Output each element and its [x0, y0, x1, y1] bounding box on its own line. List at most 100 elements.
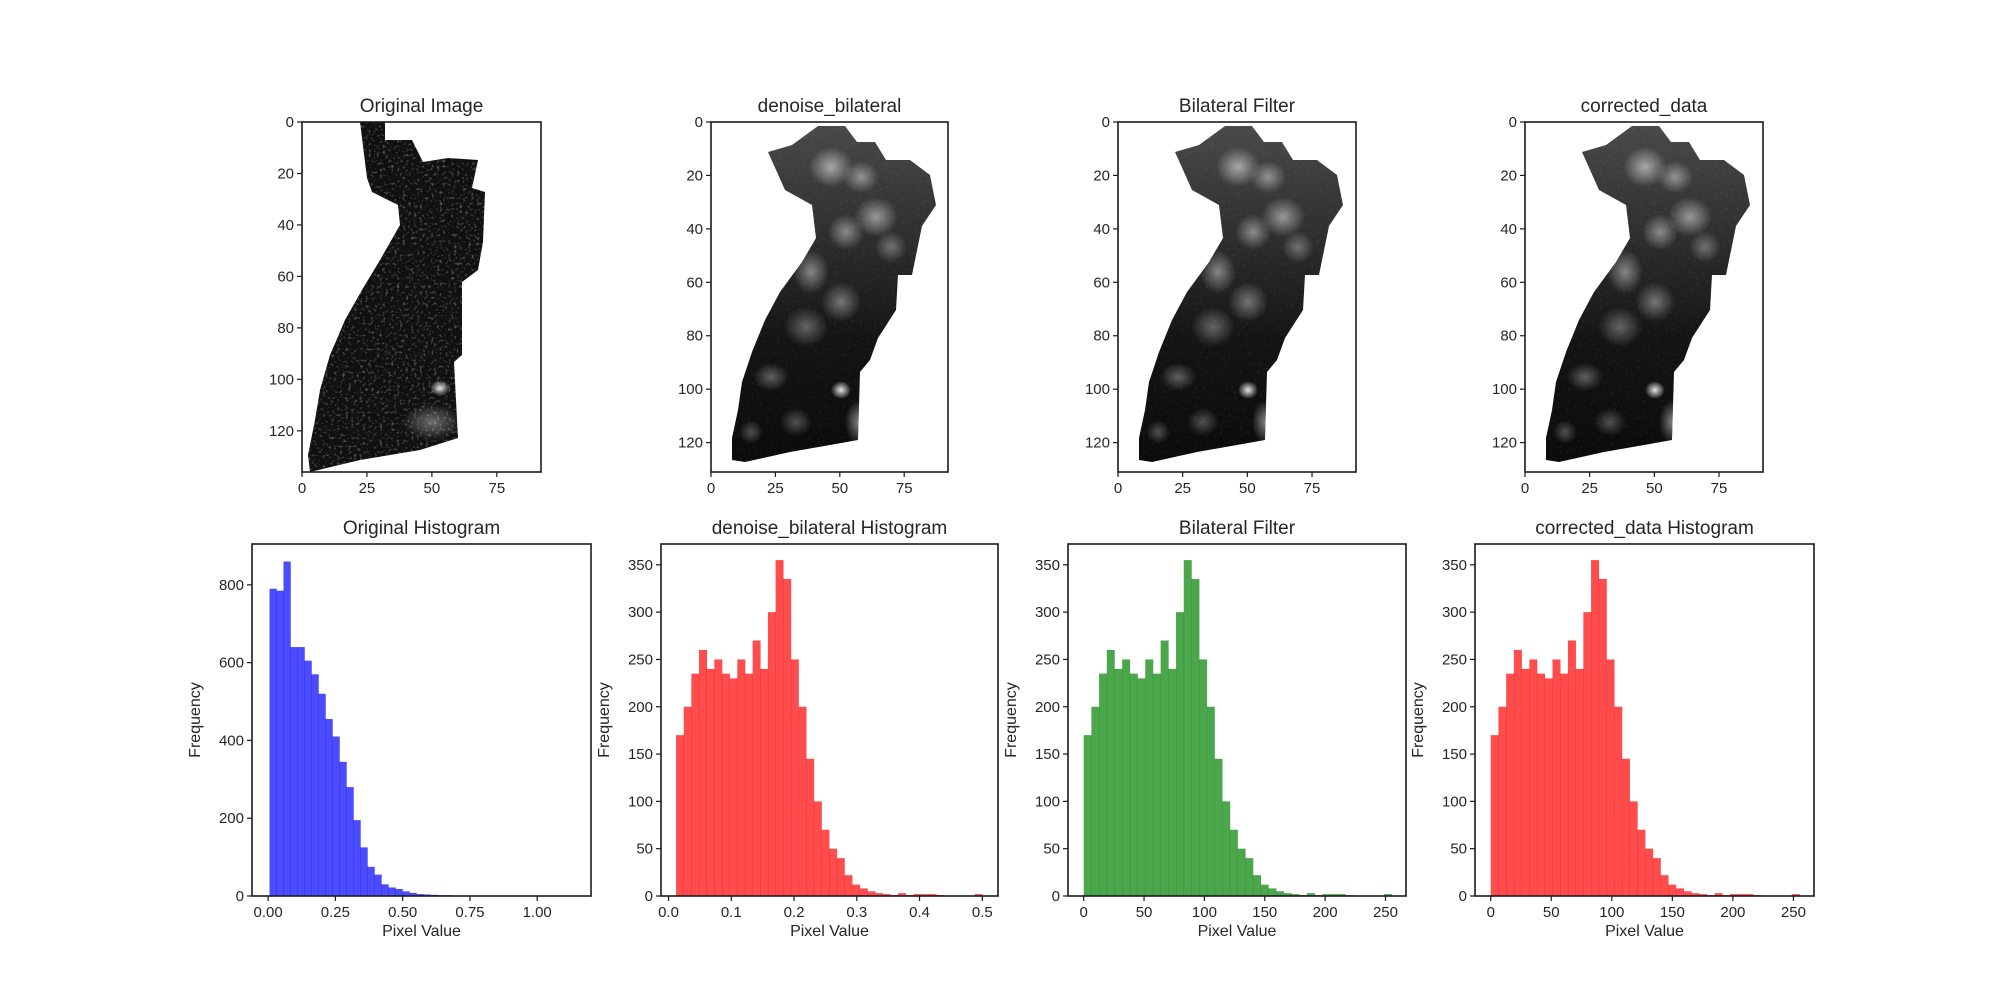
histogram-bar	[283, 561, 291, 896]
histogram-bar	[1383, 894, 1392, 896]
x-tick-label: 0	[298, 480, 306, 497]
histogram-bar	[1498, 706, 1507, 896]
x-tick-label: 0.50	[388, 904, 417, 921]
axes-frame	[1474, 543, 1815, 897]
x-tick-label: 0.00	[254, 904, 283, 921]
histogram-bar	[1714, 893, 1723, 896]
bright-region	[402, 404, 462, 440]
histogram-bar	[1176, 612, 1185, 896]
histogram-bar	[1306, 893, 1315, 896]
y-tick-label: 100	[628, 793, 653, 810]
histogram-bar	[1191, 579, 1200, 896]
x-axis-label: Pixel Value	[382, 923, 461, 940]
chart-title: denoise_bilateral Histogram	[712, 518, 948, 539]
histogram-bar	[821, 829, 830, 896]
histogram-bar	[1691, 893, 1700, 896]
chart-title: Original Histogram	[343, 518, 500, 539]
histogram-bar	[1222, 801, 1231, 896]
x-tick-label: 0	[1080, 904, 1088, 921]
y-axis-label: Frequency	[1003, 682, 1020, 758]
x-tick-label: 50	[1239, 480, 1256, 497]
y-tick-label: 200	[628, 699, 653, 716]
histogram-bar	[1560, 673, 1569, 896]
histogram-bar	[775, 560, 784, 896]
histogram-bar	[1106, 649, 1115, 896]
x-tick-label: 25	[359, 480, 376, 497]
x-tick-label: 75	[488, 480, 505, 497]
axes-frame	[710, 121, 949, 473]
histogram-bar	[409, 892, 417, 896]
histogram-bar	[836, 858, 845, 896]
y-tick-label: 100	[1492, 381, 1517, 398]
y-tick-label: 200	[219, 810, 244, 827]
histogram-bar	[1214, 758, 1223, 896]
histogram-bar	[1629, 801, 1638, 896]
y-tick-label: 40	[277, 217, 294, 234]
x-tick-label: 100	[1599, 904, 1624, 921]
histogram-panel-hist1: denoise_bilateral Histogram 0.0 0.1 0.2 0.3 0…	[596, 518, 999, 940]
histogram-bar	[1737, 894, 1746, 896]
histogram-bar	[381, 884, 389, 896]
histogram-bar	[1567, 640, 1576, 896]
y-tick-label: 60	[277, 268, 294, 285]
image-panel-img1: denoise_bilateral 0 25 50 75 0 20 40 60 80 100 120	[678, 96, 949, 497]
axes-frame	[251, 543, 592, 897]
histogram-bar	[1544, 678, 1553, 896]
y-tick-label: 120	[1492, 435, 1517, 452]
y-tick-label: 300	[628, 604, 653, 621]
y-tick-label: 80	[686, 328, 703, 345]
y-tick-label: 150	[628, 746, 653, 763]
y-tick-label: 120	[269, 423, 294, 440]
y-tick-label: 60	[1093, 274, 1110, 291]
histogram-bar	[1168, 668, 1177, 896]
y-tick-label: 350	[628, 557, 653, 574]
histogram-bar	[1791, 894, 1800, 896]
y-tick-label: 80	[1500, 328, 1517, 345]
histogram-bar	[1268, 888, 1277, 896]
y-tick-label: 150	[1442, 746, 1467, 763]
y-tick-label: 150	[1035, 746, 1060, 763]
histogram-bar	[1245, 858, 1254, 896]
histogram-bar	[721, 673, 730, 896]
y-tick-label: 40	[1093, 221, 1110, 238]
histogram-bar	[1206, 706, 1215, 896]
x-tick-label: 250	[1781, 904, 1806, 921]
y-tick-label: 250	[628, 651, 653, 668]
histogram-bar	[752, 640, 761, 896]
x-tick-label: 25	[1581, 480, 1598, 497]
y-tick-label: 0	[1052, 888, 1060, 905]
x-tick-label: 0.4	[909, 904, 930, 921]
histogram-bar	[913, 894, 922, 896]
histogram-panel-hist0: Original Histogram 0.00 0.25 0.50 0.75 1.00 0 2…	[187, 518, 592, 940]
histogram-bar	[1237, 848, 1246, 896]
y-tick-label: 400	[219, 732, 244, 749]
y-tick-label: 100	[269, 371, 294, 388]
y-tick-label: 0	[236, 888, 244, 905]
histogram-bar	[798, 706, 807, 896]
x-tick-label: 0.2	[784, 904, 805, 921]
image-content	[732, 126, 936, 462]
histogram-bar	[325, 719, 333, 896]
image-panel-img0: Original Image 0 25 50 75 0 20 40 60 80 100 120	[269, 96, 542, 497]
y-tick-label: 120	[1085, 435, 1110, 452]
image-texture	[1139, 126, 1343, 462]
image-panel-img2: Bilateral Filter 0 25 50 75 0 20 40 60 80 100 120	[1085, 96, 1357, 497]
histogram-bar	[767, 612, 776, 896]
histogram-bar	[1199, 659, 1208, 896]
y-tick-label: 0	[695, 114, 703, 131]
histogram-bar	[882, 894, 891, 896]
x-tick-label: 0	[707, 480, 715, 497]
axes-frame	[1524, 121, 1764, 473]
histogram-bar	[1129, 673, 1138, 896]
x-tick-label: 1.00	[523, 904, 552, 921]
histogram-bar	[790, 659, 799, 896]
histogram-bar	[1506, 673, 1515, 896]
histogram-bar	[859, 888, 868, 896]
x-tick-label: 50	[1543, 904, 1560, 921]
histogram-bar	[416, 894, 424, 896]
y-tick-label: 80	[1093, 328, 1110, 345]
histogram-bar	[867, 891, 876, 896]
histogram-bar	[1614, 706, 1623, 896]
histogram-bar	[844, 875, 853, 896]
histogram-bar	[676, 735, 685, 896]
